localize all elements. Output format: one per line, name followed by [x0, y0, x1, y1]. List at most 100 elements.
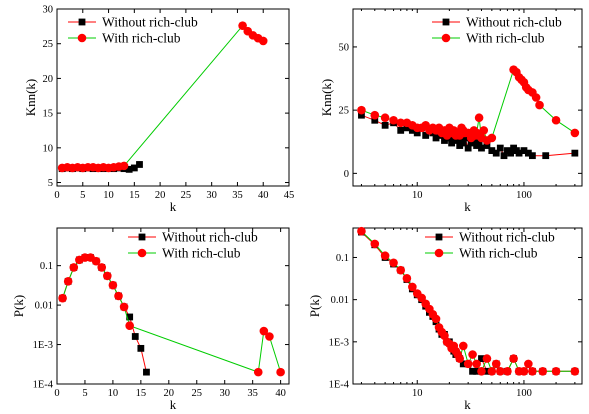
- data-point: [520, 147, 528, 154]
- y-tick-label: 1E-4: [329, 380, 350, 391]
- chart-panel-c: 0 5 10 15 20 25 30 35 40 1E-4 1E-3 0.01 0.1 k P(k) With…: [11, 227, 290, 412]
- data-point: [488, 147, 496, 154]
- data-point: [408, 282, 417, 292]
- x-tick-label: 25: [192, 388, 203, 399]
- x-tick-label: 15: [136, 388, 147, 399]
- x-tick-label: 10: [108, 388, 119, 399]
- data-point: [570, 128, 580, 138]
- legend-marker: [77, 33, 87, 43]
- data-point: [103, 271, 112, 281]
- data-point: [136, 161, 143, 168]
- x-tick-label: 10: [412, 388, 423, 399]
- x-tick-label: 0: [54, 388, 59, 399]
- data-point: [125, 165, 133, 173]
- y-axis-label: Knn(k): [23, 79, 38, 117]
- data-point: [125, 321, 134, 331]
- x-axis-label: k: [464, 199, 471, 214]
- data-point: [402, 274, 412, 283]
- data-point: [483, 142, 491, 149]
- y-axis-label: P(k): [307, 295, 322, 317]
- data-point: [551, 115, 561, 125]
- x-tick-label: 20: [155, 190, 166, 201]
- data-point: [258, 36, 268, 46]
- chart-panel-a: 0 5 10 15 20 25 30 35 40 4551015202530kKnn(k)With…: [23, 5, 294, 215]
- x-tick-label: 100: [516, 190, 532, 201]
- data-point: [487, 367, 497, 376]
- legend-marker: [138, 233, 146, 241]
- data-point: [143, 368, 150, 376]
- data-point: [570, 367, 580, 376]
- data-point: [358, 111, 365, 119]
- data-point: [397, 126, 405, 134]
- data-point: [370, 239, 380, 249]
- data-point: [482, 354, 492, 363]
- data-point: [130, 164, 138, 172]
- y-tick-label: 1E-4: [33, 380, 54, 391]
- data-point: [538, 367, 548, 376]
- data-point: [503, 367, 512, 376]
- x-tick-label: 45: [284, 190, 295, 201]
- data-point: [528, 152, 536, 160]
- data-point: [479, 126, 489, 135]
- legend-label: With rich-club: [466, 31, 545, 46]
- series-with-rich-club: [357, 65, 580, 145]
- data-point: [509, 354, 518, 363]
- legend-label: With rich-club: [162, 246, 241, 261]
- x-tick-label: 40: [275, 388, 286, 399]
- data-point: [422, 132, 430, 139]
- x-tick-label: 15: [129, 190, 140, 201]
- x-axis-label: k: [170, 199, 177, 214]
- data-point: [468, 350, 477, 359]
- data-point: [238, 21, 247, 30]
- data-point: [461, 134, 469, 142]
- series-line: [62, 24, 264, 169]
- x-tick-label: 100: [516, 388, 532, 399]
- y-tick-label: 25: [339, 106, 350, 117]
- series-with-rich-club: [58, 253, 285, 377]
- data-point: [381, 121, 389, 129]
- data-point: [571, 149, 579, 157]
- chart-panel-d: 10 100 1E-4 1E-3 0.01 0.1 k P(k) Without rich-cl…: [307, 226, 583, 412]
- data-point: [458, 341, 468, 351]
- data-point: [551, 367, 561, 376]
- data-point: [396, 265, 406, 275]
- data-point: [253, 367, 263, 377]
- x-tick-label: 0: [54, 190, 59, 201]
- legend-marker: [442, 18, 450, 26]
- data-point: [69, 263, 79, 272]
- data-point: [403, 124, 411, 132]
- data-point: [58, 293, 67, 303]
- data-point: [469, 367, 476, 375]
- data-point: [108, 280, 118, 290]
- x-tick-label: 10: [412, 190, 423, 201]
- x-tick-label: 5: [80, 190, 85, 201]
- legend-marker: [137, 248, 147, 258]
- legend-label: Without rich-club: [162, 230, 258, 245]
- data-point: [456, 142, 464, 149]
- y-tick-label: 25: [43, 39, 54, 50]
- data-point: [371, 116, 379, 124]
- data-point: [119, 302, 129, 312]
- data-point: [475, 139, 483, 147]
- data-point: [357, 105, 366, 115]
- data-point: [500, 152, 508, 160]
- plot-frame: [352, 227, 583, 385]
- x-tick-label: 20: [164, 388, 175, 399]
- y-axis-label: P(k): [11, 295, 26, 317]
- data-point: [463, 359, 473, 369]
- x-tick-label: 35: [232, 190, 243, 201]
- data-point: [477, 367, 486, 376]
- x-tick-label: 40: [258, 190, 269, 201]
- legend-marker: [78, 18, 86, 26]
- y-tick-label: 0.1: [40, 261, 53, 272]
- data-point: [531, 93, 541, 102]
- data-point: [265, 332, 274, 341]
- y-axis-label: Knn(k): [319, 79, 334, 117]
- data-point: [413, 129, 421, 137]
- data-point: [63, 277, 73, 286]
- data-point: [487, 133, 497, 143]
- data-point: [459, 139, 467, 147]
